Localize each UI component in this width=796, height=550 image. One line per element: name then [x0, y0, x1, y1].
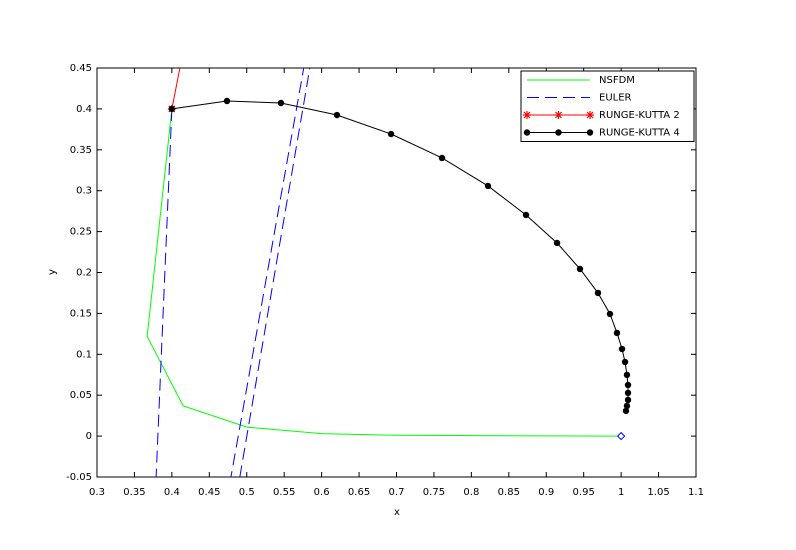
marker	[554, 111, 563, 119]
x-tick-label: 0.7	[389, 487, 405, 498]
x-tick-label: 0.8	[463, 487, 479, 498]
marker	[223, 97, 231, 105]
marker	[618, 345, 626, 353]
marker	[623, 371, 631, 379]
y-tick-label: 0.45	[70, 63, 92, 74]
plot-area	[146, 48, 632, 477]
x-tick-label: 0.85	[498, 487, 520, 498]
x-tick-label: 0.95	[573, 487, 595, 498]
marker	[606, 310, 614, 318]
y-tick-label: 0.15	[70, 308, 92, 319]
marker	[522, 211, 530, 219]
x-tick-label: 0.9	[538, 487, 554, 498]
y-tick-label: 0.4	[76, 104, 92, 115]
marker	[622, 407, 630, 415]
marker	[624, 389, 632, 397]
x-tick-label: 0.65	[348, 487, 370, 498]
marker	[623, 402, 631, 410]
marker	[333, 111, 341, 119]
legend-label: RUNGE-KUTTA 2	[599, 110, 680, 121]
series-line	[146, 108, 622, 437]
start-marker	[616, 431, 626, 441]
x-tick-label: 1.05	[647, 487, 669, 498]
x-tick-label: 0.5	[239, 487, 255, 498]
y-tick-label: -0.05	[66, 472, 92, 483]
marker	[594, 289, 602, 297]
legend-label: EULER	[599, 93, 632, 104]
marker	[484, 182, 492, 190]
x-tick-label: 0.3	[89, 487, 105, 498]
y-tick-label: 0.2	[76, 268, 92, 279]
marker	[179, 48, 187, 56]
marker	[621, 358, 629, 366]
x-tick-label: 1	[618, 487, 624, 498]
x-tick-label: 1.1	[688, 487, 704, 498]
x-tick-label: 0.55	[273, 487, 295, 498]
x-tick-label: 0.75	[423, 487, 445, 498]
marker	[586, 129, 594, 136]
y-axis-label: y	[47, 269, 58, 275]
series-line	[171, 68, 181, 109]
marker	[553, 239, 561, 247]
marker	[387, 130, 395, 138]
y-tick-label: 0.1	[76, 349, 92, 360]
x-tick-label: 0.6	[314, 487, 330, 498]
y-tick-label: 0.25	[70, 227, 92, 238]
marker	[523, 111, 531, 119]
legend-label: RUNGE-KUTTA 4	[599, 128, 680, 139]
marker	[624, 381, 632, 389]
marker	[168, 105, 176, 113]
marker	[613, 329, 621, 337]
marker	[586, 111, 594, 119]
marker	[576, 265, 584, 273]
y-tick-label: 0.35	[70, 145, 92, 156]
x-tick-label: 0.35	[123, 487, 145, 498]
marker	[523, 129, 531, 136]
y-tick-label: 0.3	[76, 186, 92, 197]
marker	[438, 154, 446, 162]
legend-label: NSFDM	[599, 75, 635, 86]
x-tick-label: 0.4	[164, 487, 180, 498]
marker	[277, 99, 285, 107]
marker	[624, 396, 632, 404]
y-tick-label: 0.05	[70, 390, 92, 401]
marker	[555, 129, 562, 136]
legend-box	[520, 70, 695, 142]
y-tick-label: 0	[86, 431, 92, 442]
x-tick-label: 0.45	[198, 487, 220, 498]
x-axis-label: x	[394, 507, 400, 518]
